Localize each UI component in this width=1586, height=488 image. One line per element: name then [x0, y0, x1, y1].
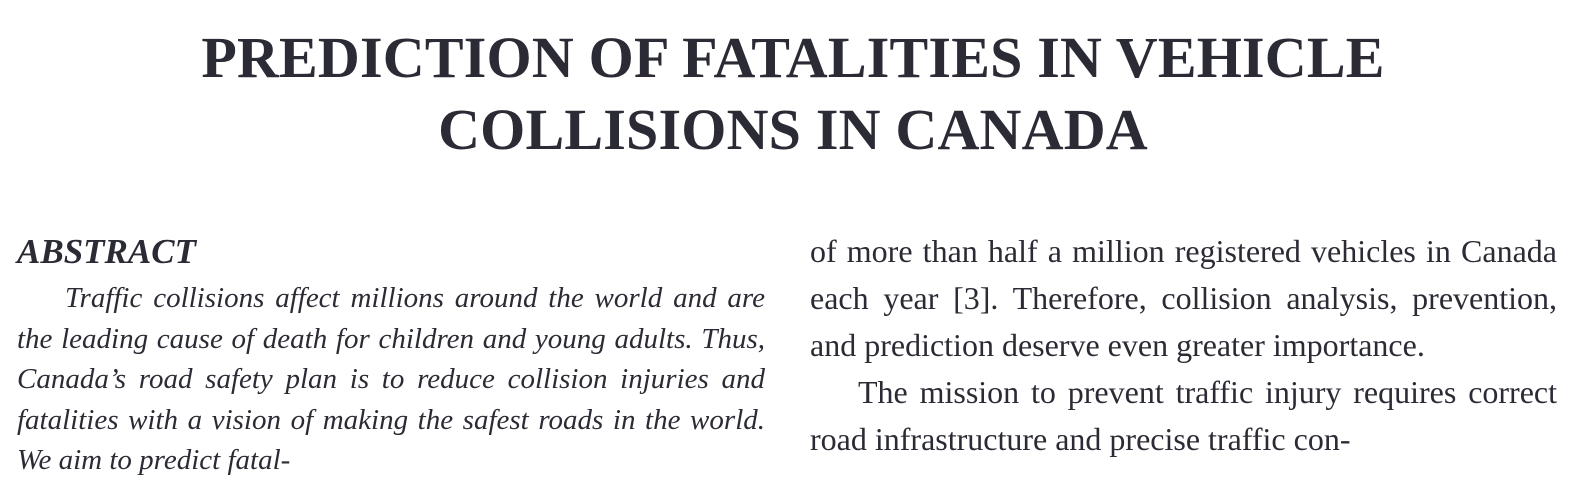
paper-title-line-1: PREDICTION OF FATALITIES IN VEHICLE	[201, 25, 1385, 90]
abstract-text: Traffic collisions affect millions aroun…	[17, 282, 765, 476]
body-paragraph-2: The mission to prevent traffic injury re…	[810, 374, 1557, 457]
paper-title-line-2: COLLISIONS IN CANADA	[438, 97, 1148, 162]
abstract-heading: ABSTRACT	[17, 232, 196, 271]
paper-title: PREDICTION OF FATALITIES IN VEHICLE COLL…	[0, 22, 1586, 166]
right-column: of more than half a million registered v…	[810, 228, 1557, 463]
body-paragraph-1: of more than half a million registered v…	[810, 233, 1557, 363]
left-column: ABSTRACT Traffic collisions affect milli…	[17, 228, 765, 481]
